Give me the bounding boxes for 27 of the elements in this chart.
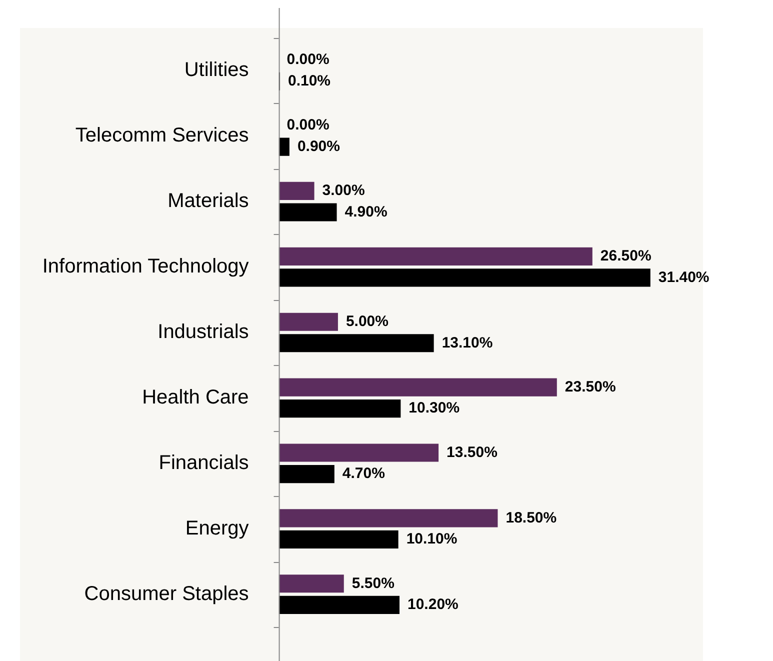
data-label: 4.70% [342,465,385,482]
y-tick-label: Industrials [158,321,249,344]
data-label: 0.90% [297,138,340,155]
data-label: 5.50% [352,574,394,592]
data-label: 3.00% [322,182,365,200]
y-tick-label: Financials [158,452,249,474]
data-label: 4.90% [344,203,388,220]
data-label: 10.20% [408,596,458,614]
y-tick-label: Health Care [142,386,249,408]
data-label: 0.10% [288,72,331,90]
y-tick-label: Information Technology [42,256,249,278]
data-label: 0.00% [286,116,330,134]
data-label: 5.00% [346,313,389,330]
data-label: 10.10% [406,530,458,548]
data-label: 31.40% [658,268,710,286]
y-tick-label: Utilities [184,59,249,82]
data-label: 23.50% [564,378,616,396]
y-tick-label: Consumer Staples [84,582,249,605]
y-tick-label: Telecomm Services [75,124,249,147]
data-label: 18.50% [506,509,557,526]
y-tick-label: Energy [185,517,249,540]
data-label: 10.30% [408,400,460,417]
data-label: 26.50% [600,248,652,265]
y-tick-label: Materials [168,190,249,212]
data-label: 13.50% [446,444,498,461]
data-label: 13.10% [442,334,493,352]
data-label: 0.00% [286,51,330,68]
